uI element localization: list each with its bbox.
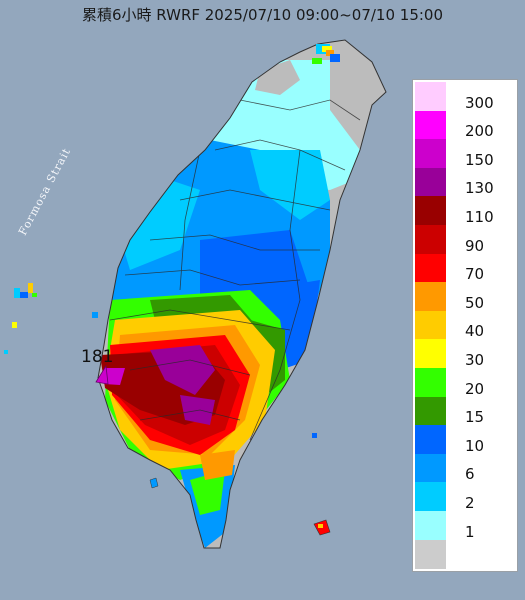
legend-label: 30 bbox=[465, 351, 485, 369]
legend-label: 2 bbox=[465, 494, 475, 512]
legend-label: 70 bbox=[465, 265, 485, 284]
legend-label: 15 bbox=[465, 408, 485, 427]
offshore-echoes bbox=[4, 283, 98, 354]
legend-swatch bbox=[415, 253, 446, 283]
legend-swatch bbox=[415, 368, 446, 398]
legend-swatch bbox=[415, 511, 446, 541]
legend-swatch bbox=[415, 453, 446, 483]
liuqiu-island bbox=[149, 477, 159, 489]
max-marker bbox=[95, 364, 109, 385]
legend-swatch bbox=[415, 82, 446, 112]
legend-swatch bbox=[415, 539, 446, 569]
island-outline bbox=[97, 39, 387, 549]
legend-label: 150 bbox=[465, 150, 494, 169]
lanyu-island bbox=[313, 519, 331, 536]
legend-label: 130 bbox=[465, 179, 494, 198]
legend-label: 50 bbox=[465, 293, 485, 312]
legend-label: 6 bbox=[465, 465, 475, 484]
max-value-label: 181 bbox=[81, 347, 114, 367]
legend-swatch bbox=[415, 139, 446, 169]
legend-swatch bbox=[415, 482, 446, 512]
legend-swatch bbox=[415, 196, 446, 226]
legend-swatch bbox=[415, 167, 446, 197]
legend-label: 90 bbox=[465, 236, 485, 255]
legend-swatch bbox=[415, 282, 446, 312]
map-title: 累積6小時 RWRF 2025/07/10 09:00~07/10 15:00 bbox=[81, 6, 444, 24]
legend-label: 200 bbox=[465, 122, 494, 141]
legend-swatch bbox=[415, 425, 446, 455]
north-rain-cell bbox=[312, 44, 340, 64]
green-island bbox=[312, 433, 317, 438]
color-legend: 300 200 150 130 110 90 70 50 40 30 20 15 10 6 2 1 bbox=[412, 79, 518, 572]
legend-label: 20 bbox=[465, 379, 485, 398]
legend-label: 1 bbox=[465, 522, 475, 541]
legend-label: 300 bbox=[465, 93, 494, 112]
legend-label: 110 bbox=[465, 208, 494, 226]
legend-swatch bbox=[415, 110, 446, 140]
legend-label: 10 bbox=[465, 436, 485, 455]
legend-swatch bbox=[415, 396, 446, 426]
legend-swatch bbox=[415, 225, 446, 255]
legend-swatch bbox=[415, 310, 446, 340]
legend-swatch bbox=[415, 339, 446, 369]
legend-label: 40 bbox=[465, 322, 485, 341]
